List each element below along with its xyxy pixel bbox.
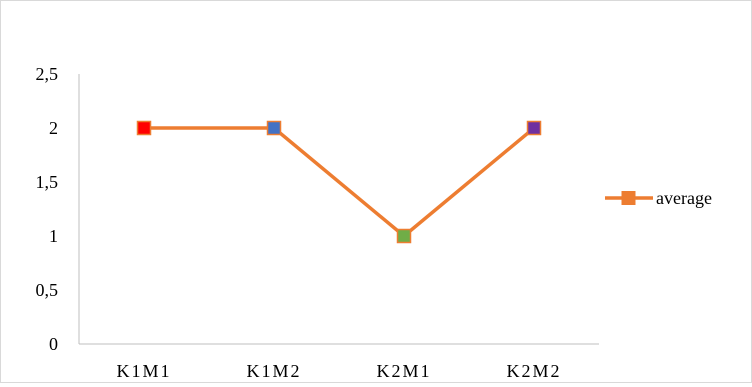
x-tick-labels: K1M1 K1M2 K2M1 K2M2 xyxy=(116,361,561,381)
axes xyxy=(78,74,599,345)
y-tick-label: 1 xyxy=(49,226,58,246)
y-tick-label: 0 xyxy=(49,334,58,354)
y-tick-labels: 0 0,5 1 1,5 2 2,5 xyxy=(36,64,59,354)
series-group xyxy=(136,120,542,244)
data-point-marker xyxy=(266,120,282,136)
legend-label: average xyxy=(656,188,712,208)
y-tick-label: 1,5 xyxy=(36,172,59,192)
data-point-marker xyxy=(396,228,412,244)
y-tick-label: 2 xyxy=(49,118,58,138)
x-tick-label: K2M1 xyxy=(376,361,431,381)
data-point-marker xyxy=(526,120,542,136)
y-tick-label: 2,5 xyxy=(36,64,59,84)
legend-marker-swatch xyxy=(621,191,636,205)
data-point-marker xyxy=(136,120,152,136)
x-tick-label: K1M2 xyxy=(246,361,301,381)
x-tick-label: K1M1 xyxy=(116,361,171,381)
y-tick-label: 0,5 xyxy=(36,280,59,300)
series-line xyxy=(144,126,536,238)
legend: average xyxy=(605,188,712,208)
x-tick-label: K2M2 xyxy=(506,361,561,381)
